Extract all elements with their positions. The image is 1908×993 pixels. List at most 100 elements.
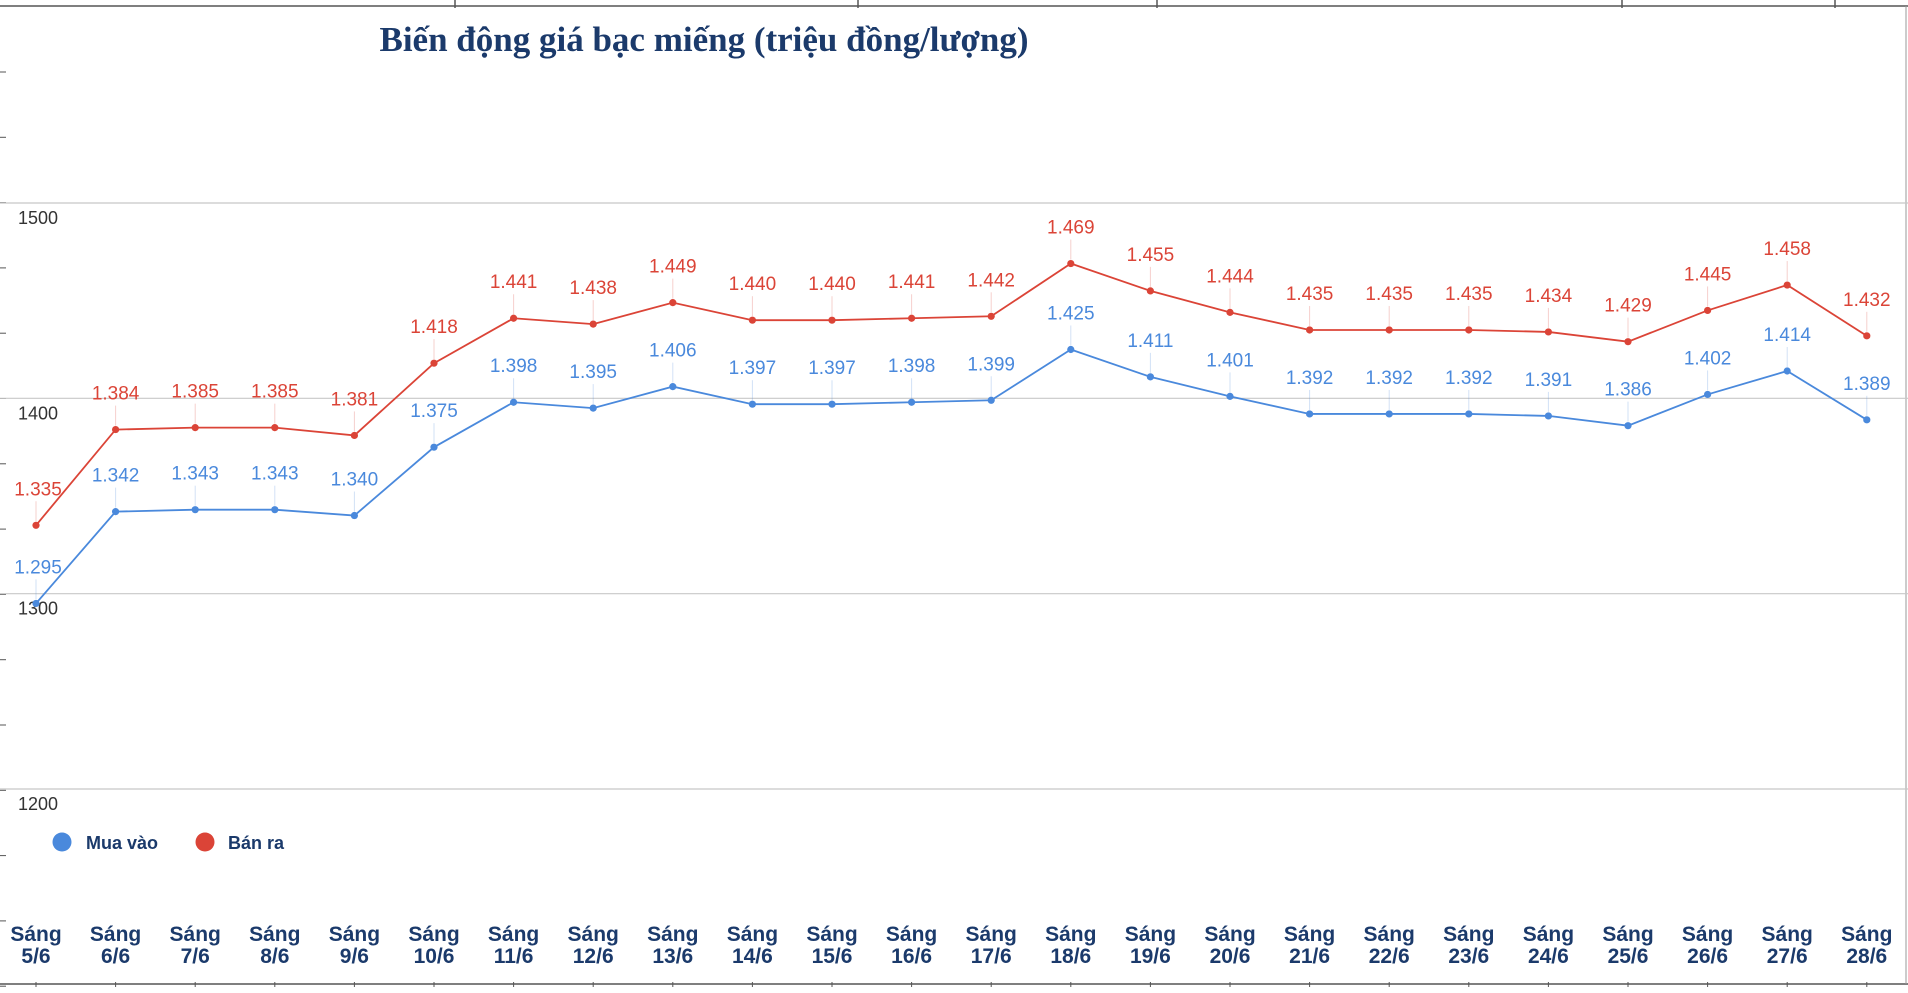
data-point xyxy=(430,443,438,451)
data-point xyxy=(1624,338,1632,346)
x-category-line: Sáng xyxy=(1602,923,1653,946)
data-point xyxy=(748,400,757,408)
data-point xyxy=(1146,287,1154,295)
data-label: 1.442 xyxy=(967,270,1015,291)
x-category-label: Sáng 8/6 xyxy=(249,923,300,968)
x-category-line: 5/6 xyxy=(21,945,50,968)
x-category-line: 28/6 xyxy=(1846,945,1887,968)
x-category-line: 8/6 xyxy=(260,945,289,968)
data-label: 1.449 xyxy=(649,257,697,278)
chart-title: Biến động giá bạc miếng (triệu đồng/lượn… xyxy=(379,20,1029,59)
x-category-label: Sáng 11/6 xyxy=(488,923,539,968)
data-label: 1.399 xyxy=(967,354,1015,375)
data-label: 1.469 xyxy=(1047,218,1095,239)
x-category-line: Sáng xyxy=(806,923,857,946)
x-category-line: 20/6 xyxy=(1210,945,1251,968)
data-label: 1.438 xyxy=(569,278,617,299)
x-category-label: Sáng 7/6 xyxy=(170,923,221,968)
x-category-line: Sáng xyxy=(568,923,619,946)
series-group: 1.295 1.342 1.343 1.343 1.340 1.375 1.398 1.395… xyxy=(14,218,1891,608)
x-category-line: Sáng xyxy=(886,923,937,946)
data-label: 1.435 xyxy=(1365,284,1413,305)
legend-label-mua-vao: Mua vào xyxy=(86,833,158,853)
x-category-line: Sáng xyxy=(1762,923,1813,946)
data-label: 1.440 xyxy=(808,274,856,295)
data-point xyxy=(828,316,836,324)
data-label: 1.398 xyxy=(888,356,936,377)
x-category-label: Sáng 27/6 xyxy=(1762,923,1813,968)
data-label: 1.397 xyxy=(808,358,856,379)
data-label: 1.343 xyxy=(171,464,219,485)
data-label: 1.458 xyxy=(1763,239,1811,260)
data-point xyxy=(271,424,279,432)
data-label: 1.385 xyxy=(171,382,219,403)
x-category-line: 6/6 xyxy=(101,945,130,968)
data-label: 1.455 xyxy=(1127,245,1175,266)
data-point xyxy=(1863,416,1871,424)
x-category-line: Sáng xyxy=(727,923,778,946)
data-point xyxy=(1465,410,1473,418)
x-category-line: Sáng xyxy=(1284,923,1335,946)
series-line xyxy=(35,348,1868,605)
x-category-line: 18/6 xyxy=(1050,945,1091,968)
data-point xyxy=(828,400,836,408)
data-point xyxy=(271,506,279,514)
data-point xyxy=(350,431,358,440)
x-category-line: 21/6 xyxy=(1289,945,1330,968)
x-category-line: 16/6 xyxy=(891,945,932,968)
data-point xyxy=(509,314,518,322)
data-point xyxy=(32,599,40,608)
x-category-line: Sáng xyxy=(1443,923,1494,946)
data-point xyxy=(1783,281,1791,289)
x-category-line: Sáng xyxy=(329,923,380,946)
data-label: 1.401 xyxy=(1206,350,1254,371)
data-point xyxy=(1226,392,1234,400)
x-category-label: Sáng 13/6 xyxy=(647,923,698,968)
data-label: 1.445 xyxy=(1684,264,1732,285)
data-point xyxy=(589,404,597,412)
x-category-label: Sáng 28/6 xyxy=(1841,923,1892,968)
series-line xyxy=(35,262,1868,526)
x-category-line: 10/6 xyxy=(414,945,455,968)
data-point xyxy=(1306,410,1314,418)
data-point xyxy=(1067,345,1075,354)
data-point xyxy=(1226,308,1234,316)
grid-lines xyxy=(0,202,1908,790)
data-label: 1.398 xyxy=(490,356,538,377)
data-point xyxy=(191,424,199,432)
x-category-line: Sáng xyxy=(1841,923,1892,946)
x-category-line: Sáng xyxy=(90,923,141,946)
x-category-line: Sáng xyxy=(249,923,300,946)
series-ban-ra: 1.335 1.384 1.385 1.385 1.381 1.418 1.441 1.438… xyxy=(14,218,1891,529)
data-label: 1.418 xyxy=(410,317,458,338)
x-category-line: Sáng xyxy=(1204,923,1255,946)
x-category-label: Sáng 9/6 xyxy=(329,923,380,968)
y-tick-label-1300: 1300 xyxy=(18,599,58,619)
x-category-label: Sáng 23/6 xyxy=(1443,923,1494,968)
data-label: 1.402 xyxy=(1684,348,1732,369)
x-category-line: 12/6 xyxy=(573,945,614,968)
x-category-line: Sáng xyxy=(1523,923,1574,946)
data-point xyxy=(1067,259,1075,268)
legend-marker-mua-vao xyxy=(52,832,72,852)
data-label: 1.342 xyxy=(92,466,140,487)
data-label: 1.435 xyxy=(1286,284,1334,305)
x-category-label: Sáng 18/6 xyxy=(1045,923,1096,968)
x-category-line: 13/6 xyxy=(652,945,693,968)
x-category-line: 23/6 xyxy=(1448,945,1489,968)
x-category-line: Sáng xyxy=(10,923,61,946)
y-axis-ticks: 1200 1300 1400 1500 xyxy=(18,208,58,814)
data-point xyxy=(1306,326,1314,334)
x-category-line: 14/6 xyxy=(732,945,773,968)
data-label: 1.432 xyxy=(1843,290,1891,311)
x-category-line: Sáng xyxy=(647,923,698,946)
y-tick-label-1200: 1200 xyxy=(18,794,58,814)
x-category-line: 19/6 xyxy=(1130,945,1171,968)
data-point xyxy=(589,320,597,328)
x-category-line: 15/6 xyxy=(812,945,853,968)
data-label: 1.425 xyxy=(1047,304,1095,325)
x-category-label: Sáng 20/6 xyxy=(1204,923,1255,968)
x-category-label: Sáng 19/6 xyxy=(1125,923,1176,968)
